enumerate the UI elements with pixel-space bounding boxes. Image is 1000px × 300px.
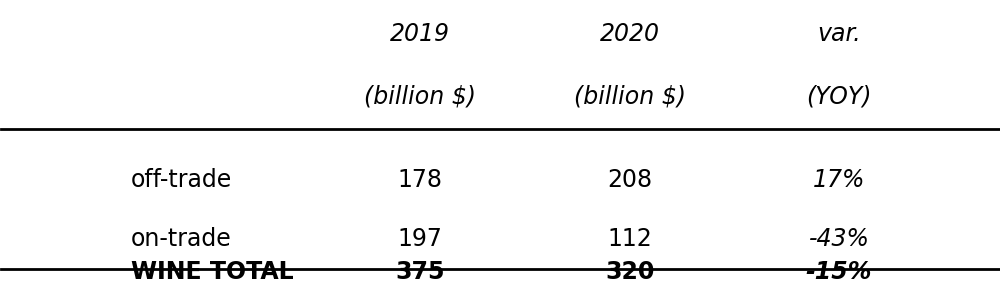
Text: 112: 112 (607, 227, 652, 251)
Text: off-trade: off-trade (131, 168, 232, 192)
Text: 375: 375 (395, 260, 445, 284)
Text: 2019: 2019 (390, 22, 450, 46)
Text: on-trade: on-trade (131, 227, 232, 251)
Text: 17%: 17% (813, 168, 865, 192)
Text: 320: 320 (605, 260, 654, 284)
Text: 197: 197 (398, 227, 443, 251)
Text: 178: 178 (398, 168, 443, 192)
Text: (YOY): (YOY) (806, 85, 872, 109)
Text: -15%: -15% (806, 260, 872, 284)
Text: -43%: -43% (809, 227, 870, 251)
Text: 2020: 2020 (600, 22, 660, 46)
Text: (billion $): (billion $) (364, 85, 476, 109)
Text: 208: 208 (607, 168, 652, 192)
Text: WINE TOTAL: WINE TOTAL (131, 260, 294, 284)
Text: (billion $): (billion $) (574, 85, 686, 109)
Text: var.: var. (817, 22, 861, 46)
